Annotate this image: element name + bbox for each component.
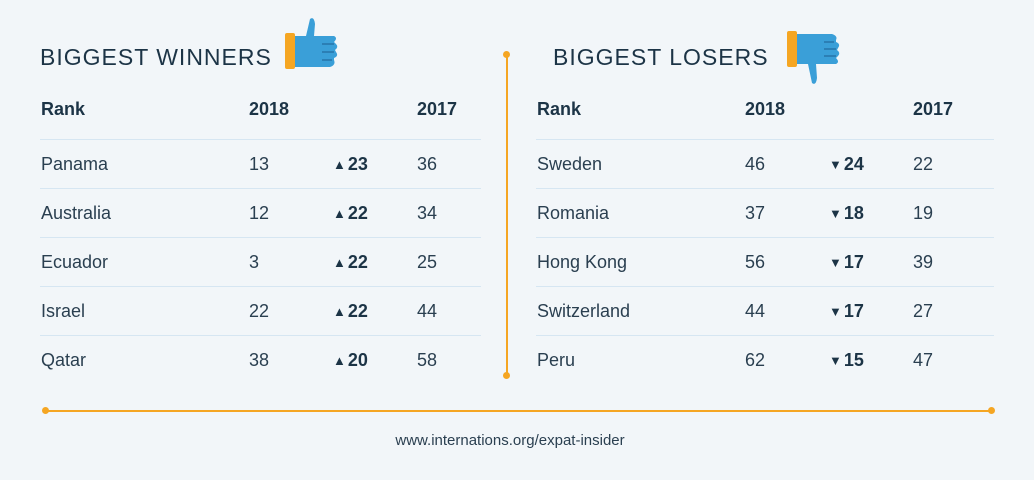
change-value: 24: [843, 154, 864, 174]
horizontal-divider: [45, 410, 991, 412]
change-value: 17: [843, 252, 864, 272]
change-value: 23: [347, 154, 368, 174]
arrow-up-icon: ▲: [333, 353, 346, 368]
change-value: 22: [347, 203, 368, 223]
source-url[interactable]: www.internations.org/expat-insider: [395, 432, 625, 449]
rank-2017: 25: [417, 252, 438, 272]
column-header: 2018: [249, 99, 290, 119]
rank-2018: 13: [249, 154, 270, 174]
rank-2017: 36: [417, 154, 438, 174]
column-header: Rank: [41, 99, 86, 119]
column-header: 2018: [745, 99, 786, 119]
rank-change: ▼ 17: [829, 252, 864, 273]
divider-dot: [503, 51, 510, 58]
table-row: Switzerland 44 ▼ 17 27: [536, 286, 994, 336]
rank-2017: 47: [913, 350, 934, 370]
arrow-down-icon: ▼: [829, 255, 842, 270]
rank-change: ▼ 24: [829, 154, 864, 175]
country-name: Hong Kong: [537, 252, 628, 272]
country-name: Sweden: [537, 154, 603, 174]
divider-dot: [988, 407, 995, 414]
table-row: Australia 12 ▲ 22 34: [40, 188, 481, 238]
rank-2018: 37: [745, 203, 766, 223]
column-header: Rank: [537, 99, 582, 119]
rank-2018: 56: [745, 252, 766, 272]
rank-2017: 22: [913, 154, 934, 174]
rank-2018: 38: [249, 350, 270, 370]
country-name: Australia: [41, 203, 112, 223]
table-row: Sweden 46 ▼ 24 22: [536, 139, 994, 189]
table-row: Qatar 38 ▲ 20 58: [40, 335, 481, 385]
rank-2017: 39: [913, 252, 934, 272]
table-row: Hong Kong 56 ▼ 17 39: [536, 237, 994, 287]
arrow-up-icon: ▲: [333, 206, 346, 221]
table-row: Panama 13 ▲ 23 36: [40, 139, 481, 189]
divider-dot: [503, 372, 510, 379]
rank-2018: 12: [249, 203, 270, 223]
arrow-up-icon: ▲: [333, 157, 346, 172]
change-value: 22: [347, 301, 368, 321]
rank-2018: 22: [249, 301, 270, 321]
change-value: 22: [347, 252, 368, 272]
rank-2017: 19: [913, 203, 934, 223]
rank-change: ▲ 23: [333, 154, 368, 175]
table-row: Israel 22 ▲ 22 44: [40, 286, 481, 336]
country-name: Switzerland: [537, 301, 631, 321]
rank-2017: 34: [417, 203, 438, 223]
arrow-up-icon: ▲: [333, 255, 346, 270]
thumbs-up-icon: [285, 18, 338, 69]
arrow-up-icon: ▲: [333, 304, 346, 319]
change-value: 17: [843, 301, 864, 321]
winners-title: BIGGEST WINNERS: [40, 44, 272, 70]
rank-change: ▲ 22: [333, 203, 368, 224]
change-value: 20: [347, 350, 368, 370]
rank-2017: 44: [417, 301, 438, 321]
rank-2018: 46: [745, 154, 766, 174]
rank-2017: 58: [417, 350, 438, 370]
country-name: Israel: [41, 301, 86, 321]
column-header: 2017: [913, 99, 954, 119]
country-name: Panama: [41, 154, 109, 174]
vertical-divider: [506, 54, 508, 376]
arrow-down-icon: ▼: [829, 157, 842, 172]
rank-change: ▲ 20: [333, 350, 368, 371]
column-header: 2017: [417, 99, 458, 119]
rank-2018: 44: [745, 301, 766, 321]
thumbs-down-icon: [787, 31, 840, 84]
change-value: 18: [843, 203, 864, 223]
rank-change: ▼ 17: [829, 301, 864, 322]
rank-2018: 62: [745, 350, 766, 370]
table-row: Peru 62 ▼ 15 47: [536, 335, 994, 385]
rank-2018: 3: [249, 252, 260, 272]
arrow-down-icon: ▼: [829, 353, 842, 368]
country-name: Qatar: [41, 350, 87, 370]
country-name: Romania: [537, 203, 610, 223]
change-value: 15: [843, 350, 864, 370]
rank-change: ▲ 22: [333, 301, 368, 322]
divider-dot: [42, 407, 49, 414]
rank-change: ▼ 15: [829, 350, 864, 371]
rank-change: ▲ 22: [333, 252, 368, 273]
table-row: Ecuador 3 ▲ 22 25: [40, 237, 481, 287]
rank-change: ▼ 18: [829, 203, 864, 224]
country-name: Ecuador: [41, 252, 109, 272]
rank-2017: 27: [913, 301, 934, 321]
country-name: Peru: [537, 350, 576, 370]
table-row: Romania 37 ▼ 18 19: [536, 188, 994, 238]
losers-title: BIGGEST LOSERS: [553, 44, 769, 70]
arrow-down-icon: ▼: [829, 304, 842, 319]
arrow-down-icon: ▼: [829, 206, 842, 221]
